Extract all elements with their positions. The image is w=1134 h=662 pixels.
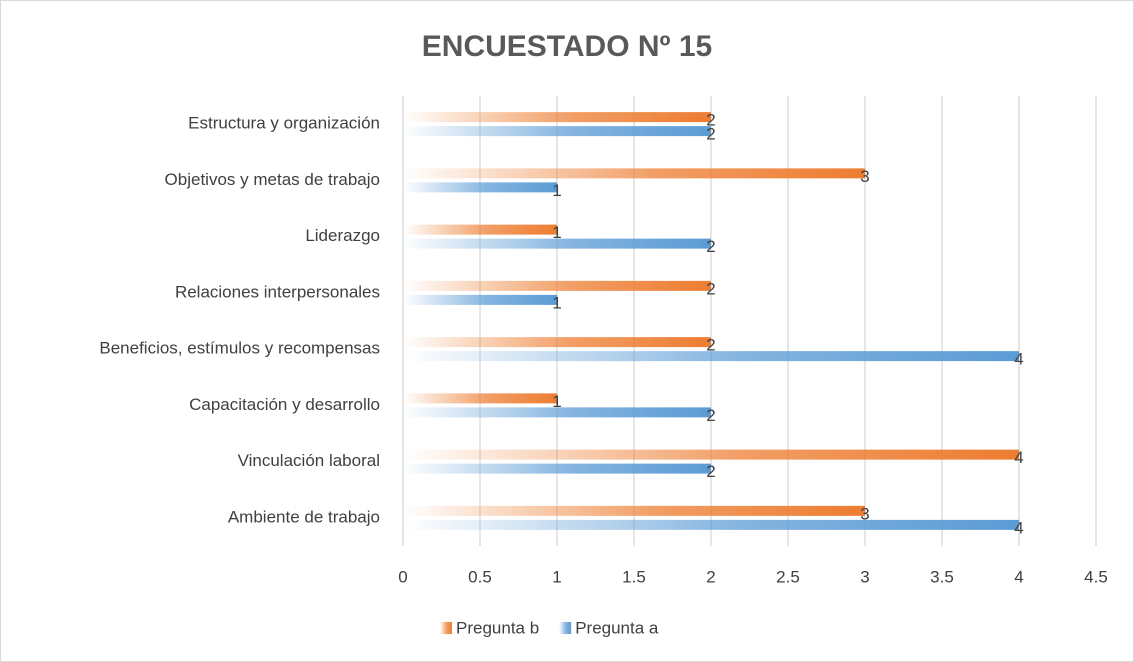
- data-label: 1: [552, 392, 561, 411]
- y-tick-label: Capacitación y desarrollo: [189, 395, 380, 414]
- data-label: 4: [1014, 448, 1023, 467]
- chart-title: ENCUESTADO Nº 15: [422, 30, 712, 63]
- y-tick-label: Objetivos y metas de trabajo: [165, 170, 380, 189]
- data-label: 2: [706, 125, 715, 144]
- data-label: 2: [706, 406, 715, 425]
- bar: [403, 505, 865, 516]
- legend-label: Pregunta b: [456, 618, 539, 637]
- x-tick-label: 0.5: [468, 567, 492, 586]
- data-label: 2: [706, 336, 715, 355]
- bar: [403, 407, 711, 418]
- legend-label: Pregunta a: [575, 618, 659, 637]
- x-tick-label: 2.5: [776, 567, 800, 586]
- data-label: 2: [706, 237, 715, 256]
- bar: [403, 182, 557, 193]
- x-tick-label: 2: [706, 567, 715, 586]
- bar: [403, 112, 711, 123]
- x-tick-label: 1: [552, 567, 561, 586]
- bar: [403, 168, 865, 179]
- y-tick-label: Beneficios, estímulos y recompensas: [99, 339, 380, 358]
- data-label: 2: [706, 279, 715, 298]
- x-tick-label: 3.5: [930, 567, 954, 586]
- y-tick-label: Liderazgo: [305, 226, 380, 245]
- data-label: 1: [552, 223, 561, 242]
- data-label: 3: [860, 167, 869, 186]
- bar: [403, 238, 711, 249]
- bar: [403, 224, 557, 235]
- x-tick-label: 4.5: [1084, 567, 1108, 586]
- bar: [403, 294, 557, 305]
- legend-swatch: [559, 622, 572, 634]
- y-tick-label: Estructura y organización: [188, 114, 380, 133]
- y-tick-label: Relaciones interpersonales: [175, 282, 380, 301]
- data-label: 2: [706, 111, 715, 130]
- bar: [403, 463, 711, 474]
- bar: [403, 393, 557, 404]
- data-label: 3: [860, 504, 869, 523]
- bar: [403, 519, 1019, 530]
- data-label: 2: [706, 462, 715, 481]
- bar: [403, 337, 711, 348]
- bar: [403, 126, 711, 137]
- y-tick-label: Ambiente de trabajo: [228, 507, 380, 526]
- bar: [403, 280, 711, 291]
- x-tick-label: 4: [1014, 567, 1023, 586]
- data-label: 1: [552, 181, 561, 200]
- bar: [403, 449, 1019, 460]
- x-tick-label: 0: [398, 567, 407, 586]
- data-label: 4: [1014, 518, 1023, 537]
- y-tick-label: Vinculación laboral: [238, 451, 380, 470]
- legend-swatch: [440, 622, 452, 634]
- x-tick-label: 3: [860, 567, 869, 586]
- data-label: 1: [552, 293, 561, 312]
- data-label: 4: [1014, 350, 1023, 369]
- bar: [403, 351, 1019, 362]
- x-tick-label: 1.5: [622, 567, 646, 586]
